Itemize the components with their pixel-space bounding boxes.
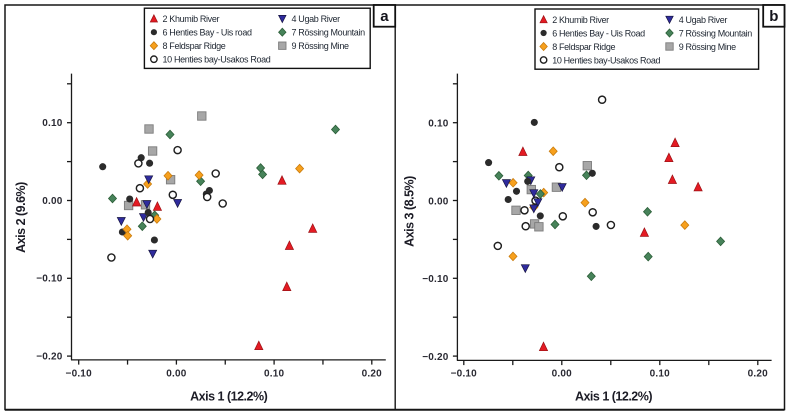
svg-text:0.00: 0.00 (166, 369, 187, 380)
svg-text:0.00: 0.00 (42, 196, 63, 207)
svg-text:0.00: 0.00 (428, 196, 449, 207)
svg-text:b: b (769, 8, 778, 25)
svg-text:8 Feldspar Ridge: 8 Feldspar Ridge (552, 42, 615, 52)
svg-text:0.10: 0.10 (428, 119, 449, 130)
svg-text:0.20: 0.20 (748, 369, 769, 380)
svg-text:Axis 1 (12.2%): Axis 1 (12.2%) (190, 389, 267, 403)
svg-text:−0.10: −0.10 (66, 369, 93, 380)
svg-text:0.10: 0.10 (42, 118, 63, 129)
svg-text:9 Rössing Mine: 9 Rössing Mine (292, 41, 349, 51)
svg-text:0.10: 0.10 (264, 369, 285, 380)
svg-text:2 Khumib River: 2 Khumib River (552, 15, 609, 25)
svg-text:−0.10: −0.10 (36, 274, 63, 285)
svg-text:7 Rössing Mountain: 7 Rössing Mountain (292, 28, 366, 38)
svg-text:10 Henties bay-Usakos Road: 10 Henties bay-Usakos Road (163, 55, 271, 65)
svg-text:6 Henties Bay - Uis Road: 6 Henties Bay - Uis Road (552, 29, 645, 39)
svg-text:4 Ugab River: 4 Ugab River (292, 14, 341, 24)
svg-text:8 Feldspar Ridge: 8 Feldspar Ridge (163, 41, 226, 51)
svg-text:a: a (380, 8, 389, 25)
svg-text:−0.20: −0.20 (36, 352, 63, 363)
svg-text:6 Henties Bay - Uis road: 6 Henties Bay - Uis road (163, 28, 252, 38)
svg-text:Axis 2 (9.6%): Axis 2 (9.6%) (14, 182, 28, 253)
svg-text:0.00: 0.00 (552, 369, 573, 380)
svg-text:10 Henties bay-Usakos Road: 10 Henties bay-Usakos Road (552, 56, 660, 66)
svg-text:0.20: 0.20 (362, 369, 383, 380)
svg-text:2 Khumib River: 2 Khumib River (163, 14, 220, 24)
svg-text:4 Ugab River: 4 Ugab River (679, 15, 728, 25)
svg-text:−0.20: −0.20 (422, 352, 449, 363)
svg-text:Axis 3 (8.5%): Axis 3 (8.5%) (402, 176, 416, 247)
svg-text:7 Rössing Mountain: 7 Rössing Mountain (679, 29, 753, 39)
svg-text:−0.10: −0.10 (422, 274, 449, 285)
svg-text:−0.10: −0.10 (451, 369, 478, 380)
svg-text:Axis 1 (12.2%): Axis 1 (12.2%) (575, 389, 652, 403)
svg-text:0.10: 0.10 (650, 369, 671, 380)
svg-text:9 Rössing Mine: 9 Rössing Mine (679, 42, 736, 52)
